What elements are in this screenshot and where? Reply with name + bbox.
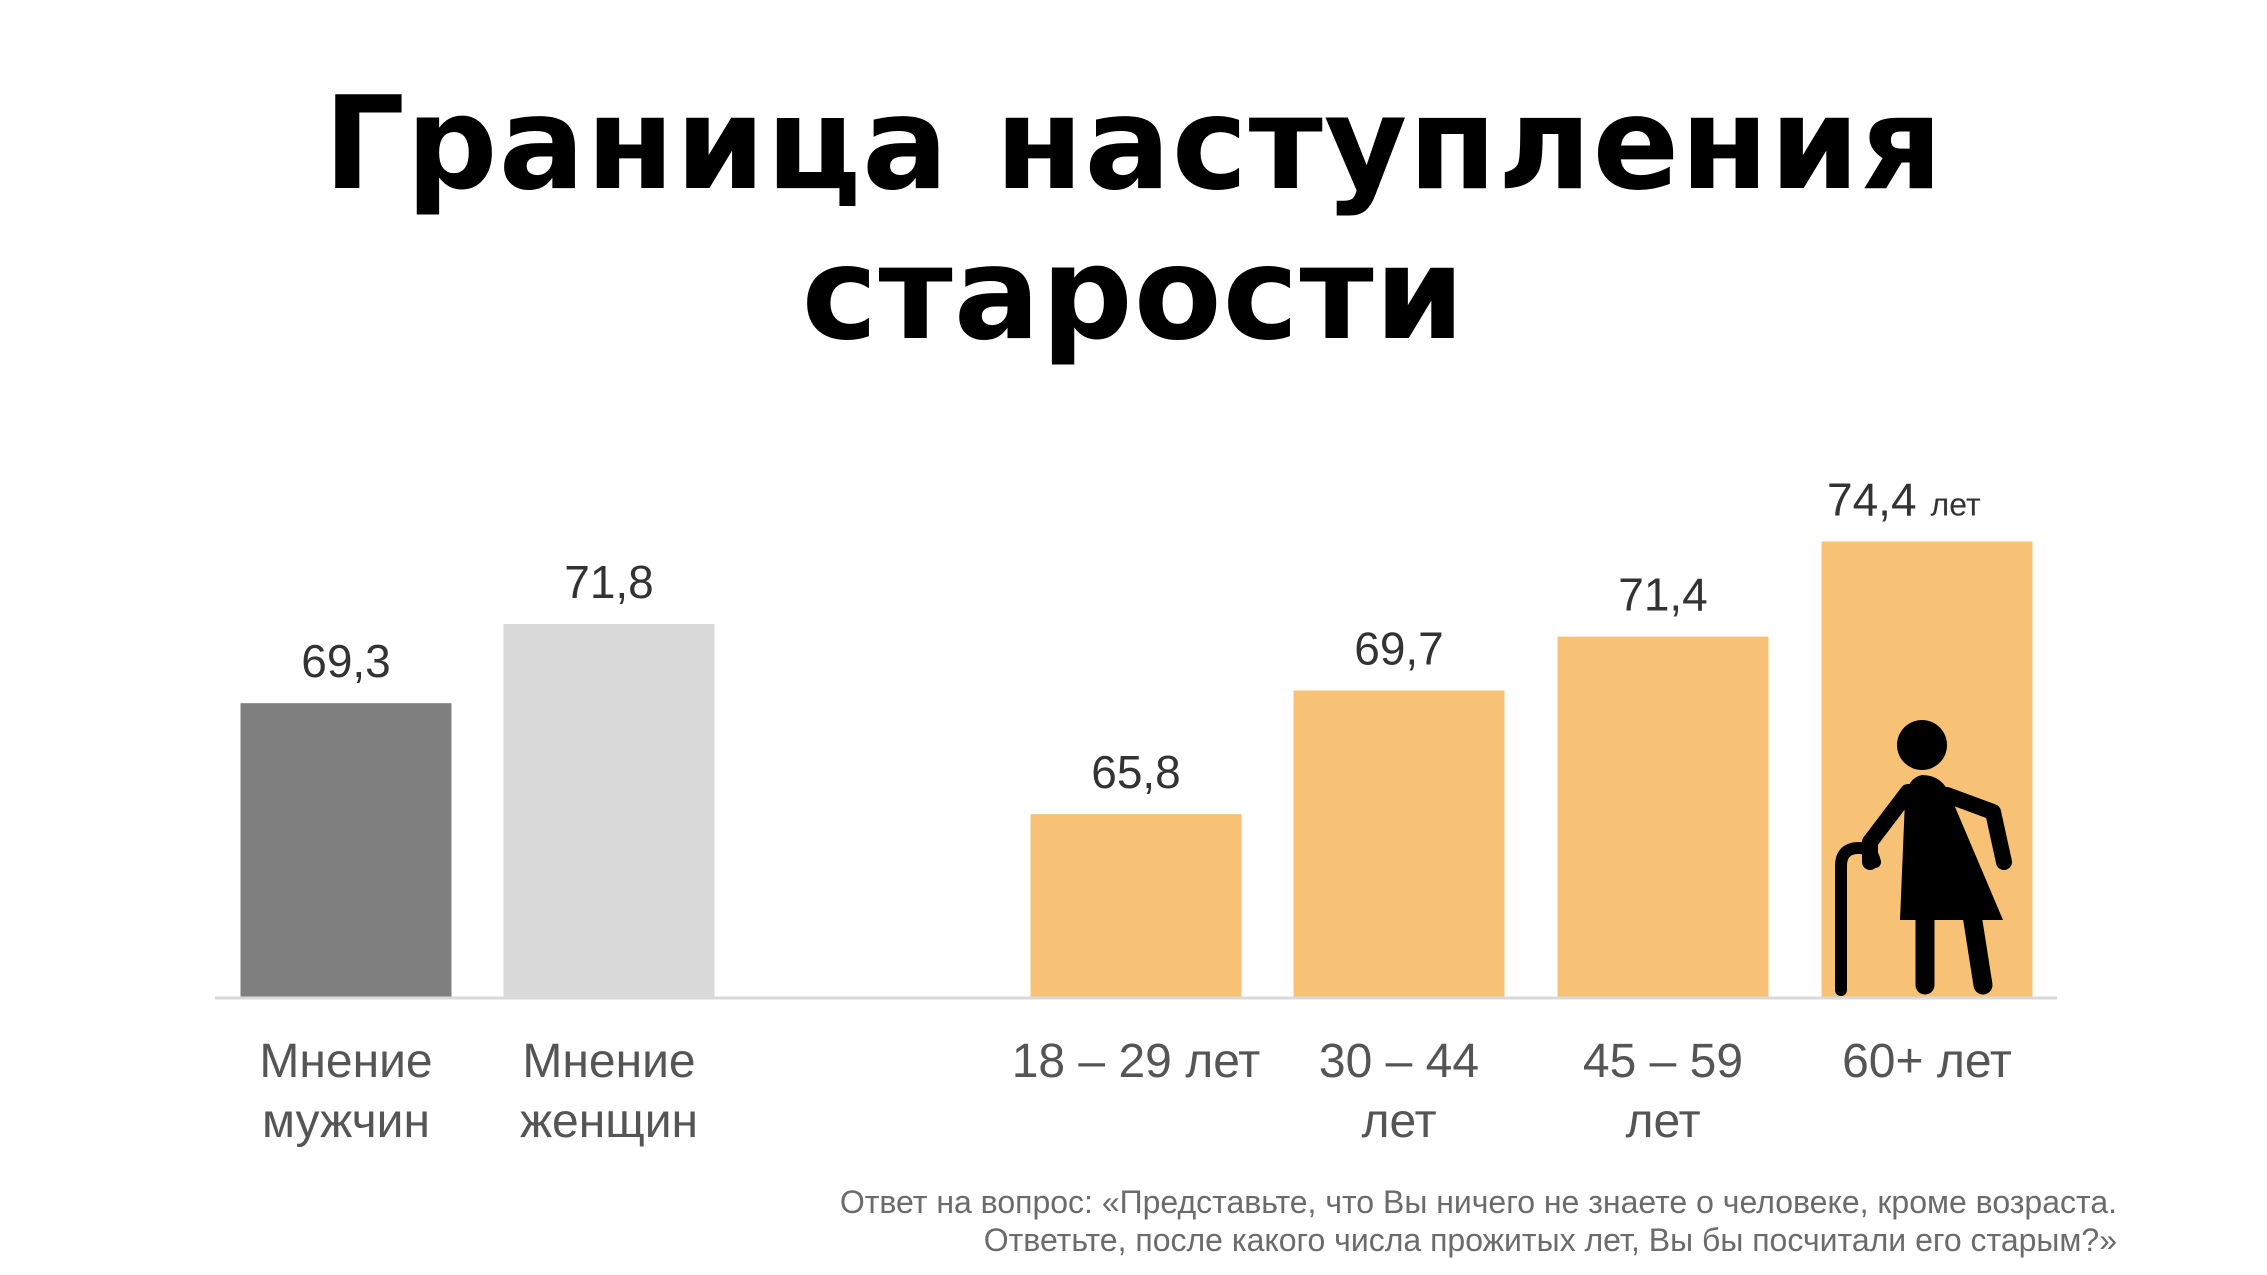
footnote-line-2: Ответьте, после какого числа прожитых ле… bbox=[983, 1222, 2117, 1258]
footnote: Ответ на вопрос: «Представьте, что Вы ни… bbox=[840, 1183, 2117, 1259]
category-label-4-line-2: лет bbox=[1361, 1095, 1436, 1148]
value-label-unit: лет bbox=[1931, 487, 1981, 523]
category-label-6-line-1: 60+ лет bbox=[1842, 1035, 2012, 1088]
bar-5 bbox=[1557, 636, 1769, 998]
value-label-1: 69,3 bbox=[301, 635, 391, 687]
category-label-5-line-2: лет bbox=[1625, 1095, 1700, 1148]
footnote-line-1: Ответ на вопрос: «Представьте, что Вы ни… bbox=[839, 1184, 2117, 1220]
value-label-number: 74,4 bbox=[1827, 474, 1917, 526]
category-label-1-line-1: Мнение bbox=[259, 1035, 432, 1088]
category-label-4-line-1: 30 – 44 bbox=[1319, 1035, 1479, 1088]
category-label-3-line-1: 18 – 29 лет bbox=[1012, 1035, 1261, 1088]
value-label-5: 71,4 bbox=[1618, 569, 1708, 621]
bar-4 bbox=[1293, 690, 1505, 998]
page-title: Граница наступления старости bbox=[323, 70, 1944, 369]
value-label-3: 65,8 bbox=[1091, 746, 1181, 798]
bar-1 bbox=[240, 703, 452, 998]
value-label-6: 74,4 лет bbox=[1827, 474, 1981, 526]
value-label-2: 71,8 bbox=[564, 556, 654, 608]
bar-2 bbox=[503, 623, 715, 998]
category-label-2-line-2: женщин bbox=[520, 1095, 698, 1148]
category-label-2-line-1: Мнение bbox=[522, 1035, 695, 1088]
bar-3 bbox=[1030, 814, 1242, 998]
elderly-person-with-cane-icon bbox=[1835, 720, 2012, 996]
category-label-5-line-1: 45 – 59 bbox=[1583, 1035, 1743, 1088]
category-label-1-line-2: мужчин bbox=[262, 1095, 430, 1148]
value-label-4: 69,7 bbox=[1354, 623, 1444, 675]
